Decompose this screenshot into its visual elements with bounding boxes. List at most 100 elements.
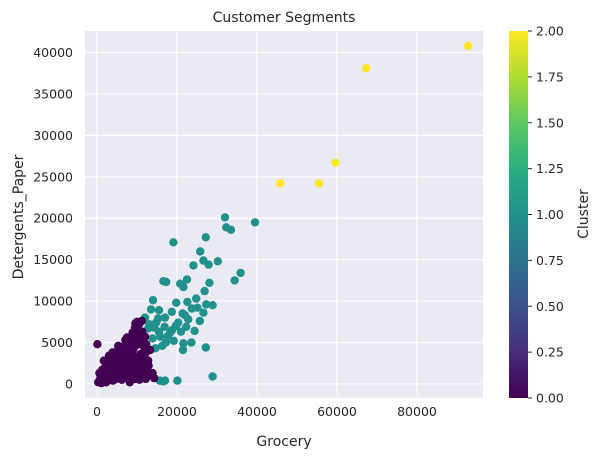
- data-point-cluster-2: [314, 179, 324, 188]
- data-point-cluster-1: [184, 315, 193, 324]
- y-tick-labels: 0 5000 10000 15000 20000 25000 30000 35000 40000: [33, 45, 73, 391]
- y-tick-label: 10000: [33, 294, 73, 309]
- data-point-cluster-1: [213, 257, 222, 266]
- data-point-cluster-1: [179, 282, 188, 292]
- data-point-cluster-0: [108, 348, 117, 357]
- data-point-cluster-1: [183, 297, 192, 307]
- data-point-cluster-0: [128, 362, 137, 371]
- data-point-cluster-1: [152, 318, 161, 327]
- data-point-cluster-1: [156, 332, 165, 341]
- data-point-cluster-0: [95, 375, 105, 384]
- x-tick-label: 20000: [157, 404, 197, 419]
- data-point-cluster-0: [150, 373, 159, 383]
- data-point-cluster-1: [172, 298, 181, 307]
- data-point-cluster-1: [174, 318, 183, 327]
- data-point-cluster-0: [132, 369, 141, 379]
- y-tick-label: 25000: [33, 169, 73, 184]
- data-point-cluster-1: [169, 238, 178, 247]
- x-axis-label: Grocery: [256, 434, 311, 450]
- data-point-cluster-0: [146, 345, 155, 355]
- colorbar-label: Cluster: [576, 189, 592, 239]
- data-point-cluster-2: [464, 41, 473, 51]
- colorbar-tick-label: 0.50: [536, 299, 564, 314]
- data-point-cluster-1: [226, 225, 236, 234]
- data-point-cluster-0: [108, 376, 118, 385]
- x-tick-label: 80000: [397, 404, 437, 419]
- data-point-cluster-0: [141, 374, 150, 384]
- data-point-cluster-0: [99, 356, 109, 365]
- data-point-cluster-1: [173, 376, 182, 385]
- data-point-cluster-0: [114, 341, 123, 350]
- y-tick-label: 30000: [33, 128, 73, 143]
- data-point-cluster-1: [154, 306, 164, 315]
- data-point-cluster-1: [178, 309, 187, 318]
- data-point-cluster-1: [208, 372, 217, 381]
- data-point-cluster-1: [204, 260, 213, 269]
- data-point-cluster-1: [201, 343, 210, 352]
- x-tick-label: 0: [93, 404, 101, 419]
- data-point-cluster-1: [187, 304, 196, 313]
- data-point-cluster-1: [201, 233, 210, 242]
- data-point-cluster-1: [169, 336, 178, 345]
- x-tick-labels: 0 20000 40000 60000 80000: [93, 404, 437, 419]
- data-point-cluster-1: [220, 213, 230, 222]
- y-tick-label: 15000: [33, 252, 73, 267]
- y-axis-label: Detergents_Paper: [11, 154, 27, 279]
- data-point-cluster-1: [208, 301, 217, 310]
- data-point-cluster-1: [159, 277, 168, 286]
- data-point-cluster-1: [189, 261, 198, 270]
- data-point-cluster-0: [140, 351, 149, 360]
- colorbar-tick-label: 1.25: [536, 161, 564, 176]
- data-point-cluster-1: [182, 322, 191, 331]
- data-point-cluster-1: [199, 308, 208, 317]
- data-point-cluster-2: [362, 64, 371, 73]
- data-point-cluster-0: [140, 332, 150, 341]
- data-point-cluster-1: [178, 345, 188, 355]
- data-point-cluster-1: [148, 296, 158, 305]
- data-point-cluster-1: [205, 278, 214, 287]
- data-point-cluster-1: [160, 313, 170, 322]
- x-tick-label: 40000: [237, 404, 277, 419]
- colorbar-tick-label: 0.75: [536, 253, 564, 268]
- y-tick-label: 0: [65, 376, 73, 391]
- data-point-cluster-1: [146, 305, 156, 314]
- data-point-cluster-2: [276, 179, 285, 188]
- data-point-cluster-2: [331, 158, 340, 167]
- data-point-cluster-0: [132, 317, 142, 326]
- y-tick-label: 35000: [33, 86, 73, 101]
- data-point-cluster-1: [148, 334, 157, 343]
- y-tick-label: 5000: [41, 335, 73, 350]
- colorbar: [509, 31, 528, 398]
- colorbar-tick-labels: 0.00 0.25 0.50 0.75 1.00 1.25 1.50 1.75 2.00: [528, 24, 564, 406]
- x-tick-label: 60000: [317, 404, 357, 419]
- data-point-cluster-1: [192, 294, 201, 303]
- data-point-cluster-1: [187, 338, 196, 347]
- y-tick-label: 20000: [33, 211, 73, 226]
- data-point-cluster-1: [163, 331, 172, 341]
- data-point-cluster-1: [230, 276, 239, 285]
- colorbar-tick-label: 0.00: [536, 391, 564, 406]
- data-point-cluster-0: [122, 333, 132, 342]
- y-tick-label: 40000: [33, 45, 73, 60]
- colorbar-tick-label: 1.00: [536, 207, 564, 222]
- data-point-cluster-0: [110, 362, 119, 371]
- data-point-cluster-1: [250, 218, 260, 227]
- data-point-cluster-1: [167, 307, 176, 316]
- data-point-cluster-1: [195, 316, 204, 326]
- data-point-cluster-1: [168, 325, 177, 335]
- data-point-cluster-0: [126, 350, 135, 360]
- colorbar-tick-label: 1.50: [536, 115, 564, 130]
- data-point-cluster-1: [190, 326, 199, 336]
- data-point-cluster-1: [200, 286, 209, 296]
- data-point-cluster-1: [158, 341, 167, 350]
- data-point-cluster-1: [160, 376, 170, 385]
- data-point-cluster-1: [182, 275, 192, 284]
- colorbar-tick-label: 1.75: [536, 69, 564, 84]
- chart-title: Customer Segments: [213, 10, 356, 26]
- data-point-cluster-1: [236, 268, 245, 278]
- data-point-cluster-1: [179, 339, 188, 348]
- data-point-cluster-1: [202, 300, 211, 309]
- data-point-cluster-1: [160, 322, 169, 331]
- data-point-cluster-0: [102, 372, 111, 381]
- colorbar-tick-label: 0.25: [536, 345, 564, 360]
